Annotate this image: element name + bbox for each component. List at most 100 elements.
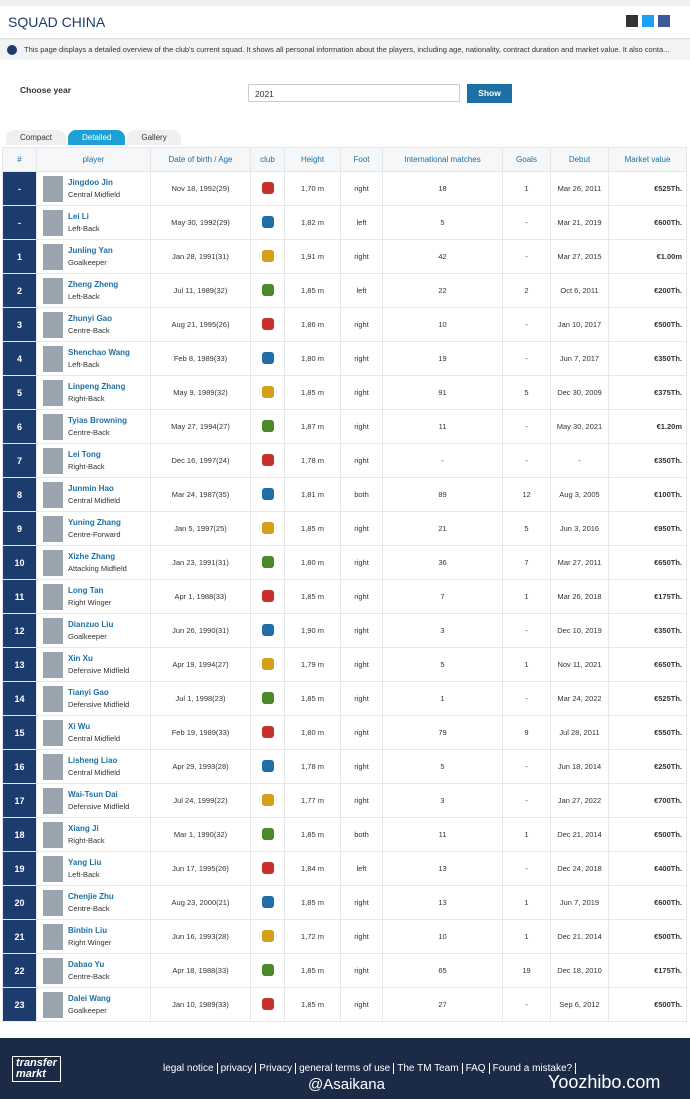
footer-link[interactable]: FAQ xyxy=(462,1063,490,1074)
market-value: €100Th. xyxy=(608,477,687,512)
club-icon[interactable] xyxy=(261,861,274,874)
height: 1,85 m xyxy=(284,953,341,988)
club-icon[interactable] xyxy=(261,895,274,908)
club-icon[interactable] xyxy=(261,249,274,262)
club-icon[interactable] xyxy=(261,657,274,670)
shirt-number: 20 xyxy=(2,885,37,920)
player-cell: Lei Li Left-Back xyxy=(36,205,151,240)
player-text: Dabao Yu Centre-Back xyxy=(68,960,110,981)
player-name[interactable]: Junmin Hao xyxy=(68,484,114,493)
player-name[interactable]: Xizhe Zhang xyxy=(68,552,116,561)
club-icon[interactable] xyxy=(261,963,274,976)
column-header[interactable]: club xyxy=(250,147,285,172)
player-name[interactable]: Xiang Ji xyxy=(68,824,99,833)
player-name[interactable]: Lisheng Liao xyxy=(68,756,118,765)
footer-link[interactable]: The TM Team xyxy=(394,1063,463,1074)
club-icon[interactable] xyxy=(261,317,274,330)
logo[interactable]: transfer markt xyxy=(12,1056,61,1082)
tab[interactable]: Gallery xyxy=(127,130,181,145)
club-icon[interactable] xyxy=(261,691,274,704)
player-name[interactable]: Yuning Zhang xyxy=(68,518,121,527)
player-name[interactable]: Dalei Wang xyxy=(68,994,111,1003)
player-text: Dalei Wang Goalkeeper xyxy=(68,994,111,1015)
footer-link[interactable]: Found a mistake? xyxy=(489,1063,577,1074)
club-icon[interactable] xyxy=(261,997,274,1010)
column-header[interactable]: Date of birth / Age xyxy=(150,147,251,172)
column-header[interactable]: International matches xyxy=(382,147,503,172)
player-name[interactable]: Dianzuo Liu xyxy=(68,620,114,629)
foot: both xyxy=(340,817,383,852)
player-cell: Binbin Liu Right Winger xyxy=(36,919,151,954)
player-name[interactable]: Tyias Browning xyxy=(68,416,127,425)
debut: Mar 27, 2015 xyxy=(550,239,609,274)
show-button[interactable]: Show xyxy=(467,84,512,103)
player-name[interactable]: Lei Tong xyxy=(68,450,101,459)
player-name[interactable]: Yang Liu xyxy=(68,858,102,867)
club-icon[interactable] xyxy=(261,929,274,942)
player-name[interactable]: Junling Yan xyxy=(68,246,113,255)
market-value: €525Th. xyxy=(608,681,687,716)
player-name[interactable]: Chenjie Zhu xyxy=(68,892,114,901)
club-icon[interactable] xyxy=(261,487,274,500)
logo-text: markt xyxy=(16,1068,46,1080)
club-icon[interactable] xyxy=(261,351,274,364)
height: 1,85 m xyxy=(284,511,341,546)
debut: Mar 21, 2019 xyxy=(550,205,609,240)
club-icon[interactable] xyxy=(261,181,274,194)
club-icon[interactable] xyxy=(261,419,274,432)
mail-icon[interactable] xyxy=(626,15,638,27)
goals: - xyxy=(502,239,551,274)
player-name[interactable]: Zhunyi Gao xyxy=(68,314,112,323)
column-header[interactable]: Market value xyxy=(608,147,687,172)
player-name[interactable]: Binbin Liu xyxy=(68,926,108,935)
club-icon[interactable] xyxy=(261,827,274,840)
twitter-icon[interactable] xyxy=(642,15,654,27)
player-name[interactable]: Xin Xu xyxy=(68,654,93,663)
tab[interactable]: Compact xyxy=(6,130,67,145)
club-icon[interactable] xyxy=(261,283,274,296)
footer-link[interactable]: privacy xyxy=(217,1063,257,1074)
club-icon[interactable] xyxy=(261,793,274,806)
shirt-number: 1 xyxy=(2,239,37,274)
club-icon[interactable] xyxy=(261,555,274,568)
player-name[interactable]: Xi Wu xyxy=(68,722,91,731)
player-name[interactable]: Lei Li xyxy=(68,212,89,221)
player-name[interactable]: Wai-Tsun Dai xyxy=(68,790,118,799)
height: 1,90 m xyxy=(284,613,341,648)
club-icon[interactable] xyxy=(261,521,274,534)
player-name[interactable]: Shenchao Wang xyxy=(68,348,130,357)
column-header[interactable]: Height xyxy=(284,147,341,172)
player-name[interactable]: Long Tan xyxy=(68,586,104,595)
column-header[interactable]: Debut xyxy=(550,147,609,172)
column-header[interactable]: Goals xyxy=(502,147,551,172)
footer-link[interactable]: general terms of use xyxy=(296,1063,395,1074)
player-name[interactable]: Dabao Yu xyxy=(68,960,105,969)
club-icon[interactable] xyxy=(261,453,274,466)
player-name[interactable]: Linpeng Zhang xyxy=(68,382,126,391)
player-name[interactable]: Jingdoo Jin xyxy=(68,178,113,187)
market-value: €500Th. xyxy=(608,919,687,954)
footer-link[interactable]: Privacy xyxy=(256,1063,297,1074)
market-value: €350Th. xyxy=(608,341,687,376)
facebook-icon[interactable] xyxy=(658,15,670,27)
tab[interactable]: Detailed xyxy=(68,130,126,145)
debut: Jan 10, 2017 xyxy=(550,307,609,342)
column-header[interactable]: # xyxy=(2,147,37,172)
column-header[interactable]: Foot xyxy=(340,147,383,172)
international-matches: 19 xyxy=(382,341,503,376)
debut: Jul 28, 2011 xyxy=(550,715,609,750)
player-name[interactable]: Zheng Zheng xyxy=(68,280,119,289)
club-icon[interactable] xyxy=(261,385,274,398)
player-name[interactable]: Tianyi Gao xyxy=(68,688,109,697)
footer-link[interactable]: legal notice xyxy=(160,1063,218,1074)
foot: right xyxy=(340,443,383,478)
club-icon[interactable] xyxy=(261,589,274,602)
column-header[interactable]: player xyxy=(36,147,151,172)
year-select[interactable]: 2021 xyxy=(248,84,460,102)
club-icon[interactable] xyxy=(261,215,274,228)
international-matches: 27 xyxy=(382,987,503,1022)
club-icon[interactable] xyxy=(261,759,274,772)
club-icon[interactable] xyxy=(261,623,274,636)
market-value: €400Th. xyxy=(608,851,687,886)
club-icon[interactable] xyxy=(261,725,274,738)
